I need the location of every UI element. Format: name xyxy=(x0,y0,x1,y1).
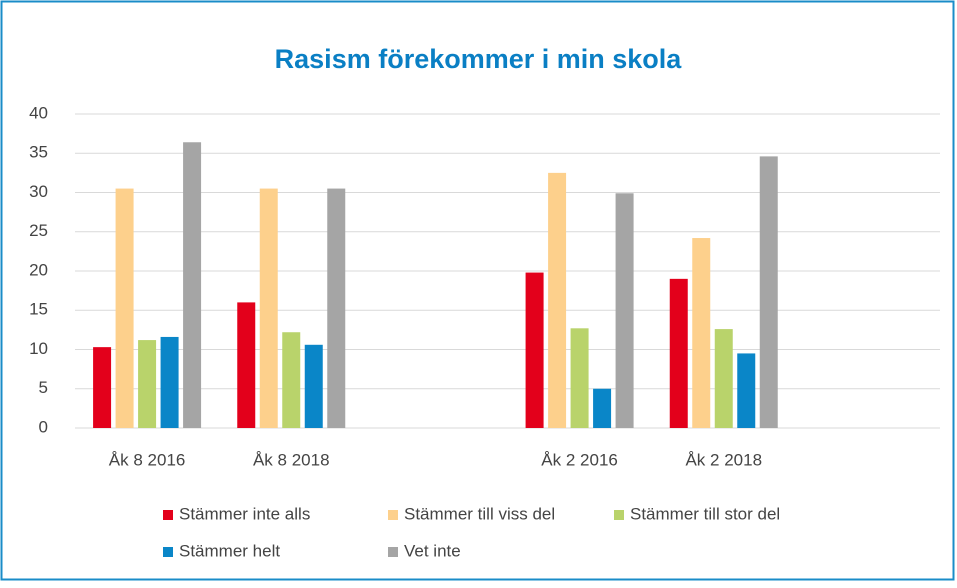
legend-label: Stämmer till stor del xyxy=(630,504,780,523)
bar xyxy=(282,332,301,428)
x-tick-label: Åk 8 2018 xyxy=(253,450,330,469)
y-tick-label: 15 xyxy=(29,300,48,319)
bar xyxy=(593,388,612,428)
bar xyxy=(183,142,202,428)
bar xyxy=(692,238,711,428)
bar xyxy=(138,340,157,428)
legend-swatch xyxy=(163,510,173,520)
y-tick-label: 25 xyxy=(29,221,48,240)
chart-title: Rasism förekommer i min skola xyxy=(275,44,683,74)
bar xyxy=(548,172,567,428)
y-tick-label: 30 xyxy=(29,182,48,201)
x-tick-label: Åk 2 2016 xyxy=(541,450,618,469)
bar xyxy=(304,344,323,428)
legend-label: Stämmer till viss del xyxy=(404,504,555,523)
legend-label: Vet inte xyxy=(404,541,461,560)
bar xyxy=(570,328,589,428)
bar xyxy=(737,353,756,428)
y-tick-label: 5 xyxy=(39,378,48,397)
legend-label: Stämmer helt xyxy=(179,541,280,560)
y-tick-label: 20 xyxy=(29,260,48,279)
bar xyxy=(669,278,688,428)
y-tick-label: 0 xyxy=(39,417,48,436)
bar xyxy=(615,193,634,428)
legend-swatch xyxy=(388,510,398,520)
bar xyxy=(115,188,134,428)
bar xyxy=(327,188,346,428)
y-tick-label: 35 xyxy=(29,143,48,162)
legend-swatch xyxy=(388,547,398,557)
bar xyxy=(237,302,256,428)
bar xyxy=(714,329,733,428)
y-tick-label: 40 xyxy=(29,103,48,122)
legend-label: Stämmer inte alls xyxy=(179,504,310,523)
legend-swatch xyxy=(614,510,624,520)
x-tick-label: Åk 2 2018 xyxy=(685,450,762,469)
bar xyxy=(759,156,778,428)
y-tick-label: 10 xyxy=(29,339,48,358)
bar xyxy=(160,336,179,428)
bar xyxy=(93,347,112,428)
legend-swatch xyxy=(163,547,173,557)
bar xyxy=(525,272,544,428)
bar xyxy=(259,188,278,428)
x-tick-label: Åk 8 2016 xyxy=(109,450,186,469)
